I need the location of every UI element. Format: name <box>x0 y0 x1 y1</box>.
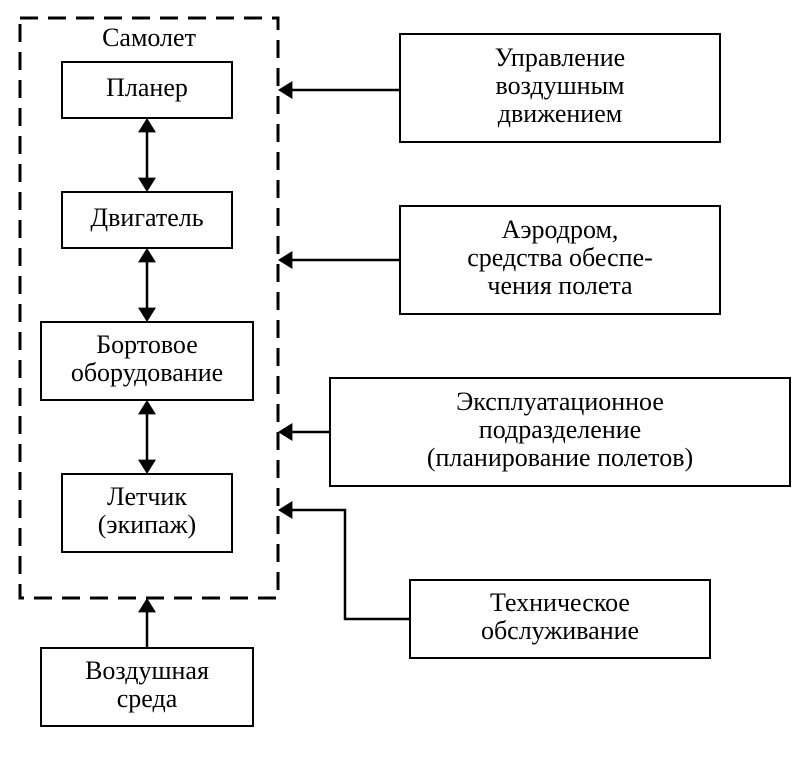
node-ops-label: Эксплуатационное <box>456 387 664 416</box>
node-maint-label: Техническое <box>490 588 630 617</box>
node-atc-label: движением <box>498 99 622 128</box>
node-aero-label: чения полета <box>487 271 633 300</box>
node-ops-label: подразделение <box>479 415 641 444</box>
edge-maint-to-aircraft <box>290 510 410 619</box>
node-aero-label: Аэродром, <box>502 215 619 244</box>
node-pilot-label: Летчик <box>107 482 187 511</box>
node-avionics-label: оборудование <box>71 358 223 387</box>
aircraft-label: Самолет <box>102 23 196 52</box>
node-air-label: Воздушная <box>85 656 209 685</box>
node-air-label: среда <box>117 684 178 713</box>
node-ops-label: (планирование полетов) <box>427 443 693 472</box>
node-avionics-label: Бортовое <box>96 330 198 359</box>
node-atc-label: воздушным <box>496 71 625 100</box>
node-pilot-label: (экипаж) <box>98 510 196 539</box>
node-planer-label: Планер <box>106 73 188 102</box>
node-aero-label: средства обеспе- <box>467 243 653 272</box>
node-engine-label: Двигатель <box>90 203 203 232</box>
node-atc-label: Управление <box>495 43 625 72</box>
node-maint-label: обслуживание <box>481 616 639 645</box>
